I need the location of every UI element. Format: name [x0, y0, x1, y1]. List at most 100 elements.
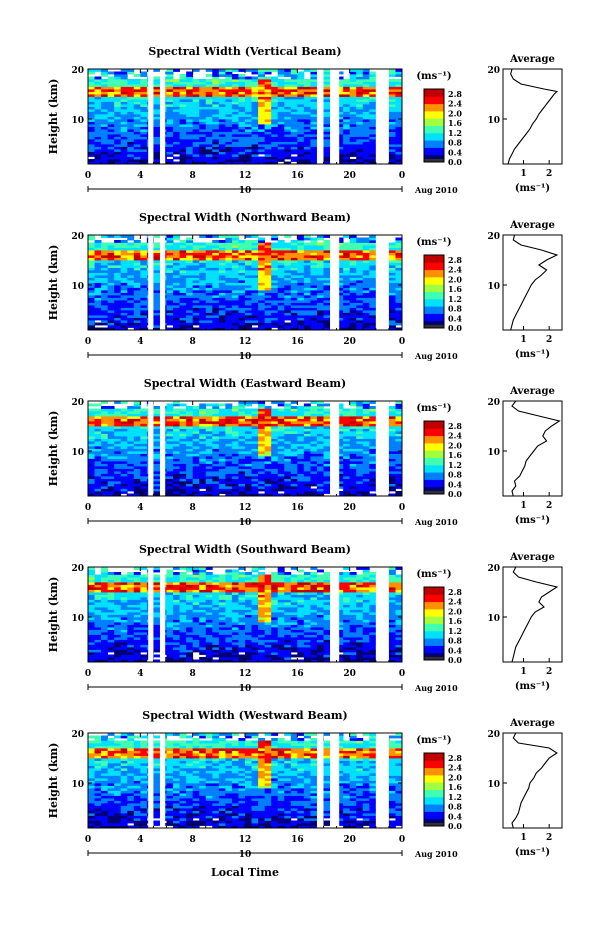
heatmap-cell [310, 473, 318, 477]
heatmap-cell [362, 300, 370, 303]
heatmap-cell [323, 114, 331, 117]
heatmap-cell [179, 74, 187, 77]
heatmap-cell [166, 463, 174, 467]
heatmap-cell [369, 481, 377, 484]
heatmap-cell [127, 131, 135, 135]
heatmap-cell [218, 305, 226, 308]
heatmap-cell [356, 488, 364, 492]
heatmap-cell [173, 91, 180, 95]
heatmap-cell [218, 71, 226, 75]
heatmap-cell [166, 149, 174, 152]
heatmap-cell [192, 280, 200, 283]
heatmap-cell [258, 267, 266, 271]
heatmap-cell [349, 136, 357, 140]
heatmap-cell [238, 312, 246, 316]
heatmap-cell [205, 478, 213, 482]
heatmap-cell [362, 101, 370, 105]
heatmap-cell [140, 252, 148, 256]
heatmap-cell [369, 478, 377, 482]
heatmap-cell [238, 154, 246, 157]
heatmap-cell [310, 106, 318, 110]
heatmap-cell [336, 300, 344, 303]
heatmap-cell [303, 486, 311, 489]
heatmap-cell [297, 141, 305, 145]
heatmap-cell [362, 124, 370, 127]
heatmap-cell [120, 116, 128, 120]
heatmap-cell [349, 451, 357, 454]
heatmap-cell [310, 257, 318, 261]
heatmap-cell [251, 124, 259, 127]
heatmap-cell [395, 257, 403, 261]
heatmap-cell [362, 89, 370, 92]
heatmap-cell [94, 106, 102, 110]
heatmap-cell [88, 468, 95, 472]
heatmap-cell [101, 265, 109, 268]
heatmap-cell [297, 71, 305, 75]
heatmap-cell [323, 76, 331, 80]
heatmap-cell [231, 81, 239, 85]
heatmap-cell [297, 282, 305, 286]
heatmap-cell [199, 297, 207, 301]
heatmap-cell [251, 69, 259, 72]
heatmap-cell [388, 104, 396, 107]
heatmap-cell [88, 461, 95, 464]
heatmap-cell [153, 292, 161, 296]
heatmap-cell [140, 438, 148, 442]
heatmap-cell [114, 247, 122, 251]
heatmap-cell [166, 96, 174, 100]
heatmap-cell [323, 94, 331, 97]
heatmap-cell [218, 295, 226, 298]
heatmap-cell [199, 154, 207, 157]
heatmap-cell [120, 91, 128, 95]
heatmap-cell [369, 161, 377, 165]
heatmap-cell [251, 287, 259, 291]
heatmap-cell [173, 124, 180, 127]
heatmap-cell [277, 81, 285, 85]
heatmap-cell [192, 69, 200, 72]
heatmap-cell [101, 295, 109, 298]
heatmap-cell [310, 94, 318, 97]
heatmap-cell [231, 270, 239, 273]
heatmap-cell [88, 116, 95, 120]
heatmap-cell [166, 443, 174, 447]
heatmap-cell [205, 159, 213, 162]
colorbar-frame [423, 254, 445, 329]
heatmap-cell [199, 290, 207, 293]
heatmap-cell [297, 134, 305, 137]
heatmap-cell [101, 270, 109, 273]
heatmap-cell [336, 277, 344, 281]
heatmap-cell [316, 448, 324, 452]
heatmap-cell [179, 320, 187, 323]
heatmap-cell [277, 320, 285, 323]
heatmap-cell [186, 483, 194, 487]
heatmap-cell [179, 104, 187, 107]
heatmap-cell [238, 310, 246, 313]
heatmap-cell [94, 468, 102, 472]
heatmap-cell [349, 493, 357, 497]
heatmap-cell [231, 280, 239, 283]
heatmap-cell [114, 486, 122, 489]
heatmap-cell [205, 149, 213, 152]
heatmap-cell [120, 451, 128, 454]
heatmap-cell [362, 131, 370, 135]
heatmap-cell [173, 139, 180, 142]
heatmap-cell [153, 307, 161, 311]
heatmap-cell [395, 448, 403, 452]
heatmap-cell [179, 317, 187, 321]
heatmap-cell [133, 438, 141, 442]
heatmap-cell [323, 327, 331, 331]
heatmap-cell [297, 114, 305, 117]
heatmap-cell [290, 129, 298, 132]
heatmap-cell [271, 144, 279, 147]
heatmap-cell [251, 96, 259, 100]
heatmap-cell [199, 106, 207, 110]
heatmap-cell [258, 69, 266, 72]
heatmap-cell [238, 94, 246, 97]
heatmap-cell [212, 96, 220, 100]
heatmap-cell [277, 69, 285, 72]
heatmap-cell [362, 476, 370, 479]
heatmap-cell [388, 81, 396, 85]
heatmap-cell [245, 322, 252, 326]
heatmap-cell [310, 79, 318, 82]
heatmap-cell [251, 302, 259, 306]
